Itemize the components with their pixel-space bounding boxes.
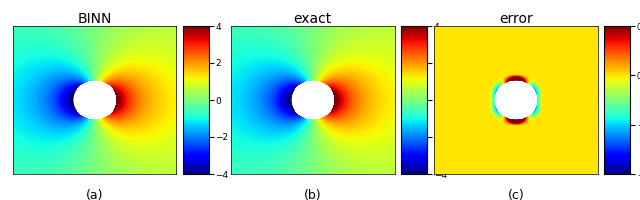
Circle shape — [292, 82, 333, 118]
Circle shape — [74, 82, 115, 118]
Circle shape — [495, 82, 536, 118]
Text: (a): (a) — [86, 189, 103, 200]
Title: BINN: BINN — [77, 12, 112, 26]
Text: (b): (b) — [304, 189, 322, 200]
Text: (c): (c) — [508, 189, 524, 200]
Title: error: error — [499, 12, 532, 26]
Title: exact: exact — [294, 12, 332, 26]
